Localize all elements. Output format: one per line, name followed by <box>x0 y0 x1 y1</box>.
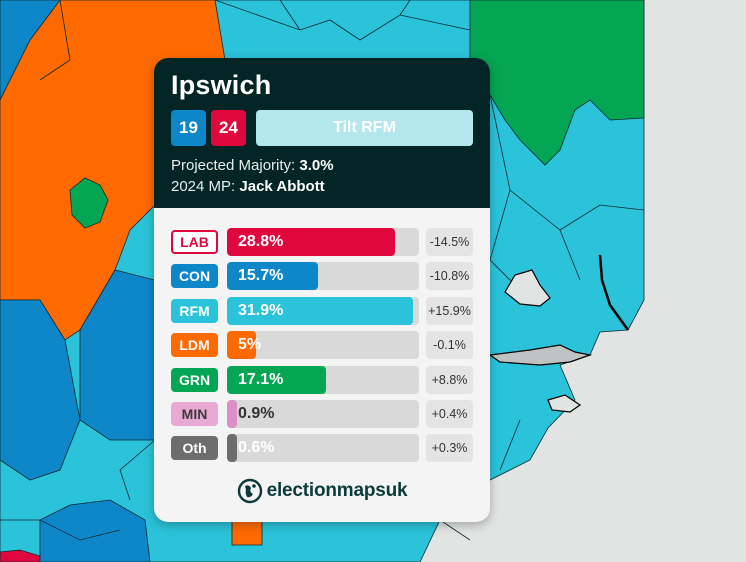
share-change: -0.1% <box>426 331 473 360</box>
party-row-rfm: RFM 31.9% +15.9% <box>171 296 473 325</box>
share-bar-fill <box>227 365 327 394</box>
party-badge: LAB <box>171 230 218 254</box>
share-change: +8.8% <box>426 365 473 394</box>
coastline-deben <box>598 254 630 331</box>
constituency-card[interactable]: Ipswich 19 24 Tilt RFM Projected Majorit… <box>154 58 490 522</box>
tilt-badge: Tilt RFM <box>256 110 473 146</box>
share-bar-track: 17.1% <box>227 365 419 394</box>
estuary-orwell <box>504 269 551 307</box>
party-row-lab: LAB 28.8% -14.5% <box>171 228 473 256</box>
party-badge: MIN <box>171 401 218 426</box>
share-change: -10.8% <box>426 262 473 291</box>
party-row-con: CON 15.7% -10.8% <box>171 262 473 291</box>
con-seat-count: 19 <box>171 110 206 146</box>
share-change: +0.3% <box>426 434 473 463</box>
brand-name: electionmapsuk <box>266 480 408 501</box>
share-value: 0.9% <box>238 404 275 422</box>
share-value: 28.8% <box>238 233 284 250</box>
share-bar-fill <box>227 434 237 463</box>
majority-label: Projected Majority: <box>171 157 296 174</box>
share-bar-track: 0.6% <box>227 434 419 463</box>
vote-share-rows: LAB 28.8% -14.5% CON 15.7% -10.8% RFM 31.9% +15.… <box>154 208 490 463</box>
brand-logo[interactable]: electionmapsuk <box>154 478 490 504</box>
share-bar-fill <box>227 296 413 325</box>
region-ldm-south[interactable] <box>231 519 263 546</box>
mp-name: Jack Abbott <box>239 178 325 195</box>
share-bar-fill <box>227 331 257 360</box>
share-change: -14.5% <box>426 228 473 256</box>
mp-label: 2024 MP: <box>171 178 236 195</box>
lab-seat-count: 24 <box>211 110 246 146</box>
party-badge: CON <box>171 264 218 289</box>
share-value: 5% <box>238 336 262 354</box>
share-value: 17.1% <box>238 370 284 388</box>
party-row-grn: GRN 17.1% +8.8% <box>171 365 473 394</box>
mp-line: 2024 MP: Jack Abbott <box>171 176 473 197</box>
share-bar-track: 0.9% <box>227 399 419 428</box>
region-grn-inland[interactable] <box>69 177 109 229</box>
share-bar-fill <box>227 262 319 291</box>
estuary-stour <box>488 344 593 366</box>
share-value: 31.9% <box>238 301 284 319</box>
globe-icon <box>237 478 262 504</box>
region-con-northwest[interactable] <box>0 0 61 101</box>
share-value: 0.6% <box>238 439 275 457</box>
share-bar-track: 15.7% <box>227 262 419 291</box>
coastline-colne <box>547 394 582 413</box>
share-bar-fill <box>227 228 395 256</box>
share-bar-track: 31.9% <box>227 296 419 325</box>
party-badge: GRN <box>171 367 218 392</box>
share-change: +0.4% <box>426 399 473 428</box>
region-lab-southwest[interactable] <box>0 549 41 562</box>
seat-row: 19 24 Tilt RFM <box>171 110 473 146</box>
share-bar-track: 28.8% <box>227 228 419 256</box>
share-value: 15.7% <box>238 267 284 285</box>
party-badge: Oth <box>171 436 218 461</box>
projected-majority: Projected Majority: 3.0% <box>171 155 473 176</box>
region-con-south[interactable] <box>39 499 151 562</box>
majority-value: 3.0% <box>299 157 334 174</box>
party-row-oth: Oth 0.6% +0.3% <box>171 434 473 463</box>
region-con-west[interactable] <box>0 299 81 481</box>
constituency-title: Ipswich <box>171 70 272 100</box>
share-bar-fill <box>227 399 237 428</box>
party-row-min: MIN 0.9% +0.4% <box>171 399 473 428</box>
share-change: +15.9% <box>426 296 473 325</box>
party-row-ldm: LDM 5% -0.1% <box>171 331 473 360</box>
party-badge: LDM <box>171 333 218 358</box>
share-bar-track: 5% <box>227 331 419 360</box>
constituency-borders <box>0 0 645 541</box>
party-badge: RFM <box>171 298 218 323</box>
card-header: Ipswich 19 24 Tilt RFM Projected Majorit… <box>154 58 490 208</box>
